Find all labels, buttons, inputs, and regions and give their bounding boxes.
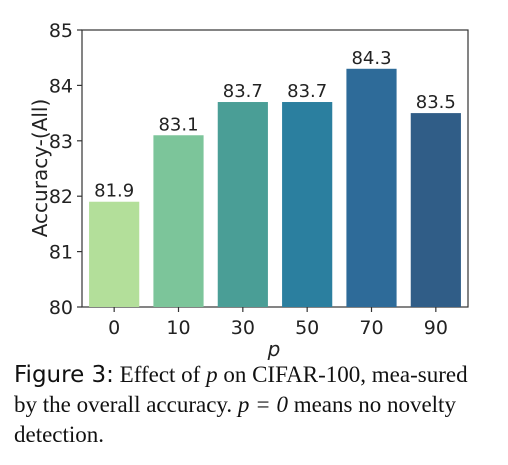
data-label-90: 83.5 [416, 92, 456, 113]
y-tick-label: 81 [49, 242, 73, 264]
data-label-10: 83.1 [158, 114, 198, 135]
figure-caption: Figure 3: Effect of p on CIFAR-100, mea-… [14, 360, 496, 450]
x-tick-label-50: 50 [295, 317, 319, 339]
y-tick-label: 83 [49, 131, 73, 153]
x-tick-label-10: 10 [166, 317, 190, 339]
y-tick-label: 84 [49, 75, 73, 97]
caption-text-1: Effect of [119, 362, 201, 387]
x-tick-label-70: 70 [359, 317, 383, 339]
caption-text-3: means no novelty detection. [14, 392, 456, 447]
bar-0 [89, 201, 140, 307]
data-label-30: 83.7 [223, 81, 263, 102]
bar-chart: 80 81 82 83 84 85 81.9 0 83.1 10 83.7 30 83.7 50 84.3 7… [28, 20, 469, 360]
caption-label: Figure 3: [14, 362, 114, 388]
x-tick-label-30: 30 [231, 317, 255, 339]
data-label-0: 81.9 [94, 181, 134, 202]
plot-frame [81, 29, 469, 308]
caption-text-2: on CIFAR-100, mea-sured by the overall a… [14, 362, 468, 417]
bar-30 [217, 102, 268, 308]
y-axis-label: Accuracy-(All) [28, 99, 52, 238]
caption-math-2: p = 0 [237, 392, 288, 417]
bar-70 [346, 68, 397, 307]
y-tick-label: 80 [49, 297, 73, 319]
x-tick-label-90: 90 [424, 317, 448, 339]
data-label-70: 84.3 [351, 48, 391, 69]
bar-90 [410, 113, 461, 307]
x-tick-label-0: 0 [108, 317, 120, 339]
bar-50 [282, 102, 333, 308]
y-tick-label: 82 [49, 186, 73, 208]
y-tick-label: 85 [49, 20, 73, 42]
x-axis-label: p [267, 337, 281, 360]
data-label-50: 83.7 [287, 81, 327, 102]
bar-10 [153, 135, 204, 307]
plot-area: 80 81 82 83 84 85 81.9 0 83.1 10 83.7 30 83.7 50 84.3 7… [49, 20, 469, 339]
caption-math-1: p [206, 362, 218, 387]
